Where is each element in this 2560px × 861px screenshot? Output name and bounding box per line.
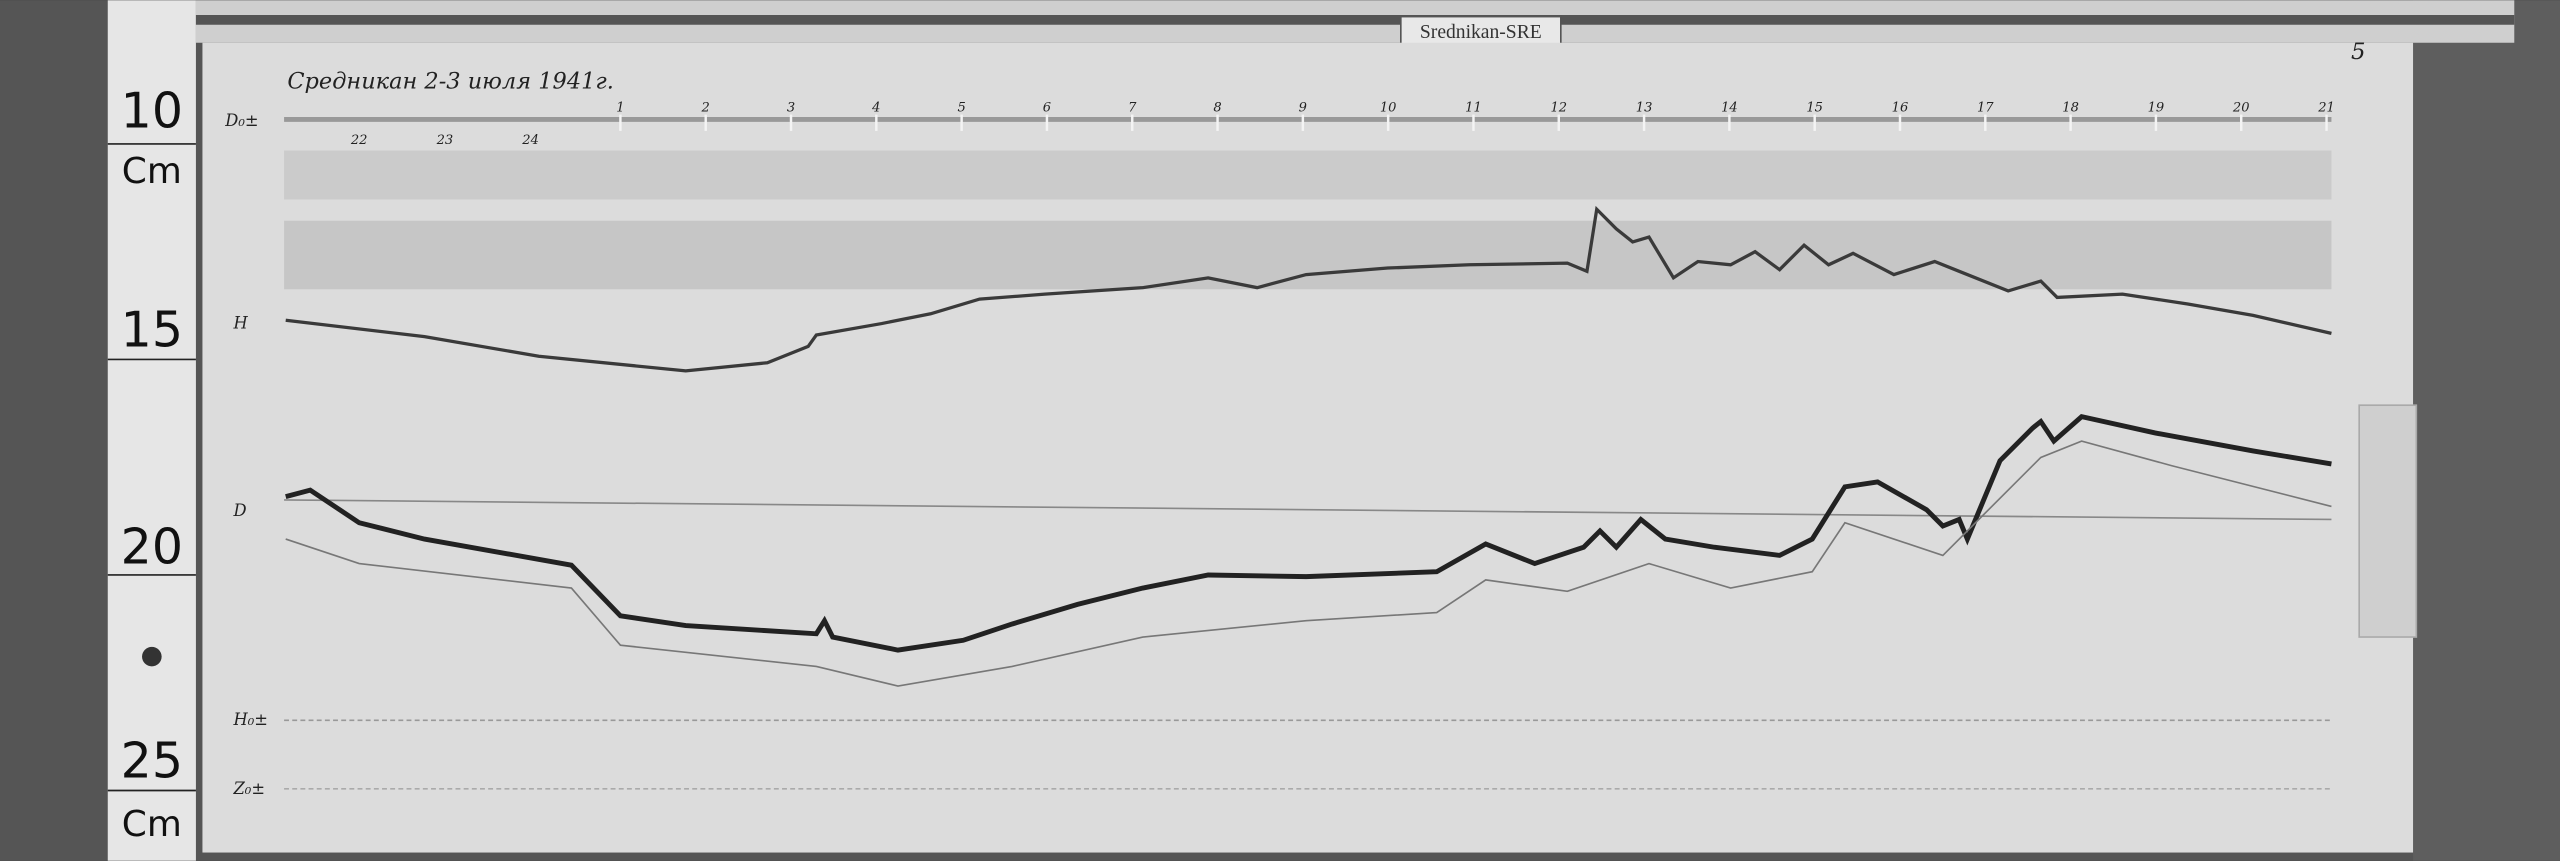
prev-hour-label: 22 [350, 133, 368, 148]
hour-label: 1 [616, 100, 624, 115]
ruler-mark: Cm [122, 151, 182, 192]
d-trace [285, 413, 2332, 653]
d-baseline [284, 499, 2332, 521]
d-secondary-trace [285, 440, 2332, 687]
ruler-mark: 20 [121, 519, 183, 576]
ruler-mark: 10 [121, 83, 183, 140]
ruler-mark: 15 [121, 301, 183, 358]
channel-label-d0: D₀± [224, 111, 258, 130]
hour-label: 12 [1550, 100, 1567, 115]
channel-label-z0: Z₀± [232, 779, 265, 798]
channel-label-h0: H₀± [232, 710, 267, 729]
prev-hour-label: 23 [436, 133, 454, 148]
hour-label: 8 [1213, 100, 1221, 115]
hour-label: 21 [2317, 100, 2335, 115]
hour-label: 6 [1043, 100, 1051, 115]
hour-label: 9 [1299, 100, 1307, 115]
hour-label: 10 [1380, 100, 1397, 115]
ruler-mark: Cm [122, 804, 182, 845]
ruler-hole [142, 646, 162, 667]
station-label: Srednikan-SRE [1420, 22, 1542, 43]
hour-label: 13 [1636, 100, 1653, 115]
hour-label: 18 [2062, 100, 2079, 115]
hour-label: 14 [1721, 100, 1738, 115]
record-title: Средникан 2-3 июля 1941г. [287, 68, 614, 94]
hour-label: 15 [1806, 100, 1823, 115]
hour-label: 5 [957, 100, 965, 115]
h-trace [285, 205, 2332, 373]
hour-label: 7 [1128, 100, 1137, 115]
hour-label: 11 [1465, 100, 1482, 115]
ruler-mark: 25 [121, 732, 183, 789]
channel-label-h: H [232, 313, 248, 332]
hour-label: 4 [871, 100, 880, 115]
hour-label: 17 [1977, 100, 1994, 115]
hour-label: 2 [701, 100, 710, 115]
hour-label: 20 [2232, 100, 2250, 115]
page-number: 5 [2351, 39, 2366, 65]
hour-label: 3 [787, 100, 795, 115]
prev-hour-label: 24 [521, 133, 539, 148]
hour-label: 19 [2148, 100, 2165, 115]
channel-label-d: D [232, 501, 246, 520]
hour-label: 16 [1892, 100, 1909, 115]
